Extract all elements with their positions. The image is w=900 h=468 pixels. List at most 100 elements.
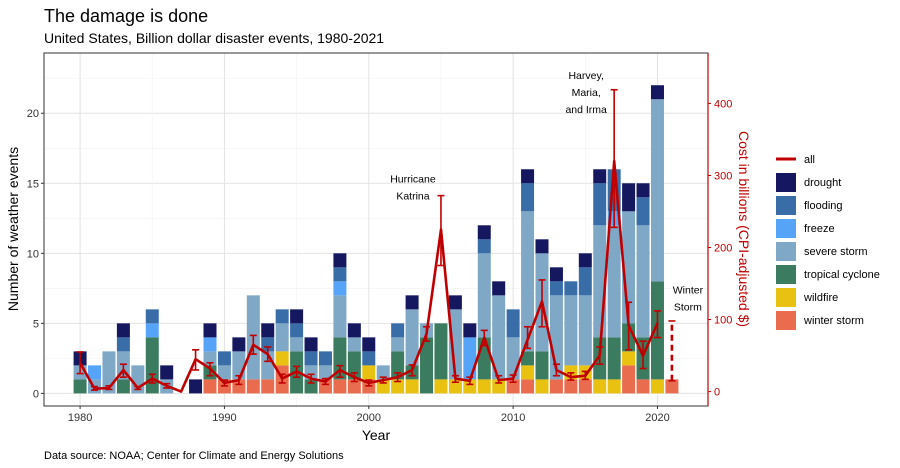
bar-2005-tropical-cyclone — [434, 323, 448, 380]
bar-1988-drought — [189, 379, 203, 394]
bar-2008-flooding — [477, 239, 491, 254]
cost-errorbar-1995 — [293, 365, 301, 378]
bar-1999-winter-storm — [347, 379, 361, 394]
bar-2015-winter-storm — [578, 379, 592, 394]
cost-errorbar-2014 — [567, 372, 575, 381]
annotation-label: Maria, — [572, 87, 601, 99]
legend-key — [776, 311, 796, 330]
cost-errorbar-2013 — [552, 363, 560, 377]
bar-2012-wildfire — [535, 379, 549, 394]
bar-2000-wildfire — [362, 365, 376, 380]
bar-2012-tropical-cyclone — [535, 351, 549, 380]
bar-1985-flooding — [145, 309, 159, 324]
bar-1986-drought — [160, 365, 174, 380]
cost-errorbar-2000 — [365, 379, 373, 387]
bar-2011-wildfire — [521, 365, 535, 380]
x-axis-title: Year — [362, 427, 391, 443]
bar-1993-flooding — [261, 337, 275, 352]
cost-errorbar-1991 — [235, 374, 243, 386]
legend-item-all: all — [776, 154, 815, 166]
bar-1997-flooding — [318, 351, 332, 366]
legend: all drought flooding freeze severe storm trop… — [776, 154, 880, 330]
bar-2011-flooding — [521, 183, 535, 212]
legend-key — [776, 196, 796, 215]
legend-item-flooding: flooding — [776, 196, 843, 215]
bar-2019-flooding — [636, 197, 650, 226]
bar-1999-drought — [347, 323, 361, 338]
legend-label: all — [804, 154, 815, 166]
bar-1991-winter-storm — [232, 379, 246, 394]
bar-2002-severe-storm — [391, 337, 405, 352]
bar-1989-winter-storm — [203, 379, 217, 394]
cost-errorbar-2019 — [639, 340, 647, 370]
y-tick-label: 0 — [33, 388, 39, 400]
x-tick-label: 2010 — [501, 412, 525, 424]
bar-2011-tropical-cyclone — [521, 351, 535, 366]
bar-1994-severe-storm — [275, 323, 289, 352]
legend-item-drought: drought — [776, 173, 841, 192]
bar-1998-drought — [333, 253, 347, 268]
bar-1994-wildfire — [275, 351, 289, 366]
bar-2013-drought — [549, 267, 563, 282]
cost-line-layer — [76, 88, 676, 393]
cost-errorbar-1989 — [206, 361, 214, 377]
y2-tick-label: 100 — [714, 315, 732, 327]
y2-tick-label: 0 — [714, 387, 720, 399]
bar-2019-drought — [636, 183, 650, 198]
legend-item-winter-storm: winter storm — [776, 311, 864, 330]
bar-1989-freeze — [203, 337, 217, 352]
bar-2018-winter-storm — [622, 365, 636, 394]
bar-2014-winter-storm — [564, 379, 578, 394]
legend-label: tropical cyclone — [804, 269, 880, 281]
bar-2001-severe-storm — [376, 365, 390, 380]
cost-errorbar-1994 — [278, 373, 286, 384]
bar-1992-winter-storm — [246, 379, 260, 394]
annotations-layer: Hurricane Katrina Harvey, Maria, and Irma Win… — [390, 70, 703, 314]
y2-tick-label: 300 — [714, 170, 732, 182]
bar-1998-flooding — [333, 267, 347, 282]
y-tick-label: 15 — [27, 178, 39, 190]
cost-errorbar-2009 — [495, 374, 503, 384]
bar-2020-severe-storm — [650, 99, 664, 282]
bar-2017-severe-storm — [607, 225, 621, 338]
bar-2008-wildfire — [477, 379, 491, 394]
bar-2011-severe-storm — [521, 211, 535, 352]
bar-2003-drought — [405, 295, 419, 310]
bar-2008-drought — [477, 225, 491, 240]
bar-1993-drought — [261, 323, 275, 338]
bar-2008-severe-storm — [477, 253, 491, 338]
chart-title: The damage is done — [44, 6, 208, 26]
bar-1985-tropical-cyclone — [145, 337, 159, 394]
annotation-label: Hurricane — [390, 174, 436, 186]
bar-2019-winter-storm — [636, 379, 650, 394]
legend-label: wildfire — [803, 292, 838, 304]
bar-2018-wildfire — [622, 351, 636, 366]
bar-2015-drought — [578, 253, 592, 268]
cost-errorbar-2003 — [408, 364, 416, 377]
cost-errorbar-1996 — [307, 373, 315, 384]
legend-key — [776, 288, 796, 307]
y-tick-label: 5 — [33, 318, 39, 330]
cost-errorbar-2018 — [625, 301, 633, 351]
legend-item-freeze: freeze — [776, 219, 835, 238]
cost-errorbar-1990 — [220, 379, 228, 387]
cost-errorbar-2006 — [451, 374, 459, 384]
cost-errorbar-2004 — [423, 325, 431, 342]
cost-errorbar-1985 — [148, 373, 156, 384]
bar-1994-flooding — [275, 309, 289, 324]
y-axis-title: Number of weather events — [5, 147, 21, 311]
bar-1998-severe-storm — [333, 295, 347, 338]
x-tick-label: 1980 — [68, 412, 92, 424]
bar-2020-drought — [650, 85, 664, 100]
cost-errorbar-1982 — [105, 385, 113, 391]
cost-errorbar-1984 — [134, 385, 142, 391]
cost-errorbar-2017 — [610, 88, 618, 229]
legend-label: winter storm — [803, 315, 864, 327]
cost-errorbar-2002 — [394, 372, 402, 383]
bar-2000-drought — [362, 337, 376, 352]
bar-2010-severe-storm — [506, 337, 520, 380]
bar-1998-winter-storm — [333, 379, 347, 394]
cost-errorbar-2012 — [538, 279, 546, 328]
cost-errorbar-1998 — [336, 364, 344, 378]
